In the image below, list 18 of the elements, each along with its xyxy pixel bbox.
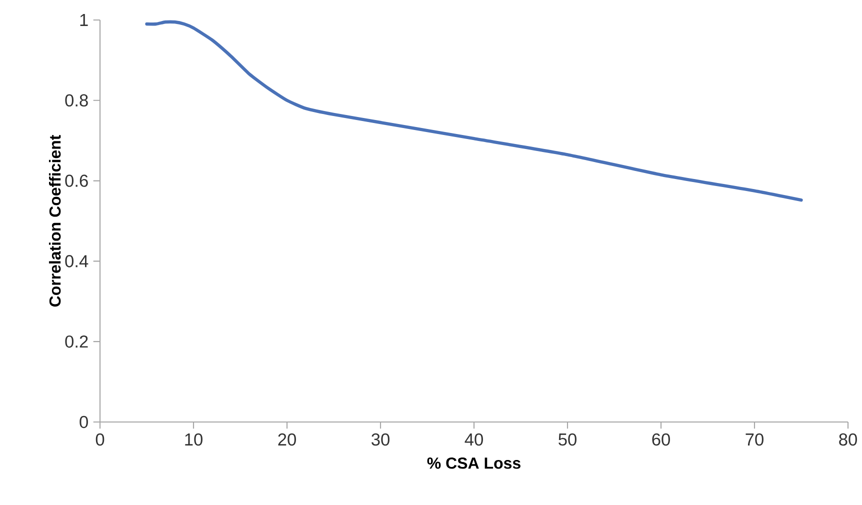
x-tick-label: 50 <box>558 433 576 446</box>
line-series <box>145 20 803 202</box>
x-axis-title: % CSA Loss <box>427 457 520 469</box>
y-tick-label: 0.4 <box>65 255 88 268</box>
x-tick-label: 60 <box>652 433 670 446</box>
x-tick-label: 70 <box>746 433 764 446</box>
x-tick-label: 40 <box>464 433 483 446</box>
x-tick-label: 30 <box>372 433 390 446</box>
x-tick-label: 20 <box>278 433 296 446</box>
y-axis-title: Correlation Coefficient <box>48 134 61 307</box>
y-tick-label: 0.2 <box>65 335 88 348</box>
x-tick-label: 10 <box>185 433 202 446</box>
x-tick-label: 80 <box>839 433 857 446</box>
y-tick-label: 0.8 <box>65 94 88 107</box>
x-tick-label: 0 <box>96 433 104 446</box>
y-tick-label: 1 <box>80 14 88 26</box>
y-tick-label: 0.6 <box>65 174 88 187</box>
y-tick-label: 0 <box>80 416 88 428</box>
